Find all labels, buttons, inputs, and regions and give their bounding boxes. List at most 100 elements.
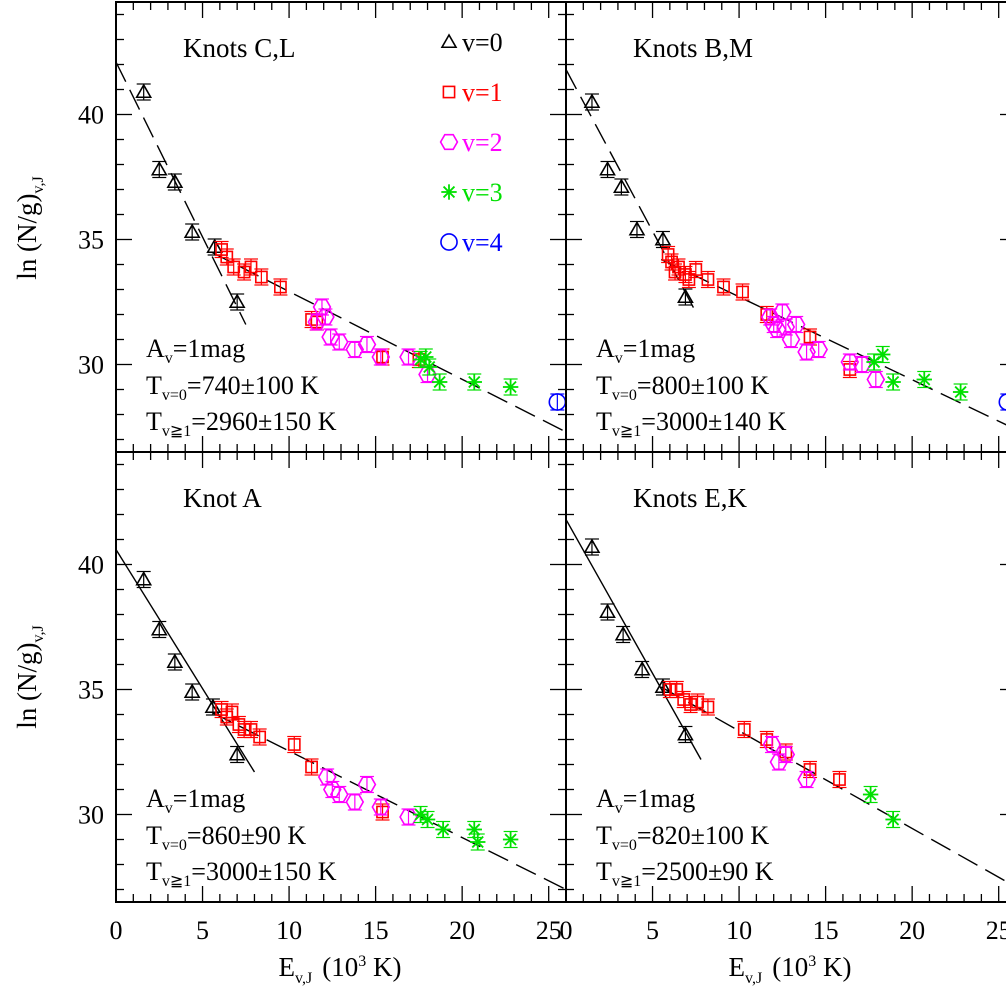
x-tick-label: 25 [986,916,1006,945]
data-point [762,736,782,753]
ticks [565,452,1006,902]
data-point [166,653,184,669]
x-tick-label: 20 [449,916,475,945]
x-axis-label-sub: v,J [295,970,312,987]
data-point [717,280,730,294]
data-point [150,620,168,636]
annotation-av: Av=1mag [596,334,695,367]
data-point [357,776,377,793]
data-point [677,288,694,304]
annotation-t1: Tv≧1=3000±140 K [596,407,787,440]
asterisk-stroke [504,380,517,394]
series-v=1 [661,245,857,379]
series-v=3 [866,345,969,401]
annotation-t0: Tv=0=860±90 K [146,821,306,854]
data-point [466,821,482,838]
data-point [833,773,846,786]
data-point [701,273,715,286]
data-point [357,336,377,353]
y-axis-label-sub: v,J [30,176,47,193]
series-v=4 [998,393,1006,411]
series-v=2 [762,735,816,789]
data-point [633,660,651,676]
data-point [287,738,301,751]
data-point [786,316,806,333]
data-point [776,746,796,763]
data-point [852,356,872,373]
legend-label: v=2 [462,128,503,157]
series-v=0 [135,83,246,311]
legend-marker [441,184,457,200]
legend-marker [440,33,458,49]
annotation-t0: Tv=0=820±100 K [596,821,769,854]
asterisk-stroke [468,823,481,836]
x-tick-label: 5 [646,916,659,945]
annotation-t1: Tv≧1=2500±90 K [596,857,774,890]
data-point [885,374,901,390]
data-point [803,763,817,776]
data-point [583,538,601,554]
data-point [613,178,630,194]
data-point [228,293,246,309]
data-point [764,316,784,333]
x-axis-label-main: E [279,952,296,982]
data-point [654,678,672,694]
panel-title: Knots B,M [633,33,753,63]
plot-frame [565,1,1006,453]
data-point [329,786,349,803]
x-axis-label-unit: (10 [322,952,358,982]
plot-frame [565,451,1006,903]
data-point [135,570,153,586]
asterisk-stroke [887,813,900,826]
data-point [470,834,486,850]
y-axis-label-top: ln (N/g)v,J [12,176,47,279]
x-axis-label-exp: 3 [808,953,816,970]
asterisk-stroke [421,813,434,826]
asterisk-stroke [414,808,427,821]
x-tick-label: 0 [560,916,573,945]
series-v=2 [307,298,437,384]
ticks [115,2,567,452]
data-point [150,160,168,176]
y-tick-label: 40 [78,101,104,130]
data-point [583,93,601,109]
data-point [862,786,879,803]
data-point [321,328,340,346]
fit-line [116,61,247,325]
series-v=1 [214,240,426,369]
asterisk-stroke [918,373,931,386]
x-tick-label: 0 [110,916,123,945]
plot-frame [115,1,567,453]
y-axis-label-sub: v,J [30,625,47,642]
y-tick-label: 30 [78,351,104,380]
data-point [135,83,153,99]
data-point [317,768,337,786]
data-point [599,603,616,619]
y-axis-label-main: ln (N/g) [12,642,42,728]
data-point [736,285,749,299]
asterisk-stroke [887,375,900,389]
legend-marker [439,133,459,151]
fit-line [210,251,566,433]
annotation-t0: Tv=0=800±100 K [596,371,769,404]
asterisk-stroke [468,375,481,389]
legend-label: v=1 [462,78,503,107]
panel-1: 30 35 40 Knots C,L Av=1mag Tv=0=740±100 KTv≧1… [78,1,567,453]
data-point [677,725,694,741]
annotation-av: Av=1mag [146,784,245,817]
data-point [312,298,332,316]
data-point [466,374,482,390]
fit-line [116,549,256,773]
panel-title: Knots E,K [633,483,748,513]
data-point [305,760,318,774]
data-point [421,359,437,375]
data-point [220,250,234,264]
data-point [885,811,901,828]
y-tick-label: 30 [78,801,104,830]
data-point [237,723,251,736]
asterisk-stroke [876,348,889,361]
series-v=0 [583,93,694,306]
data-point [322,781,342,798]
